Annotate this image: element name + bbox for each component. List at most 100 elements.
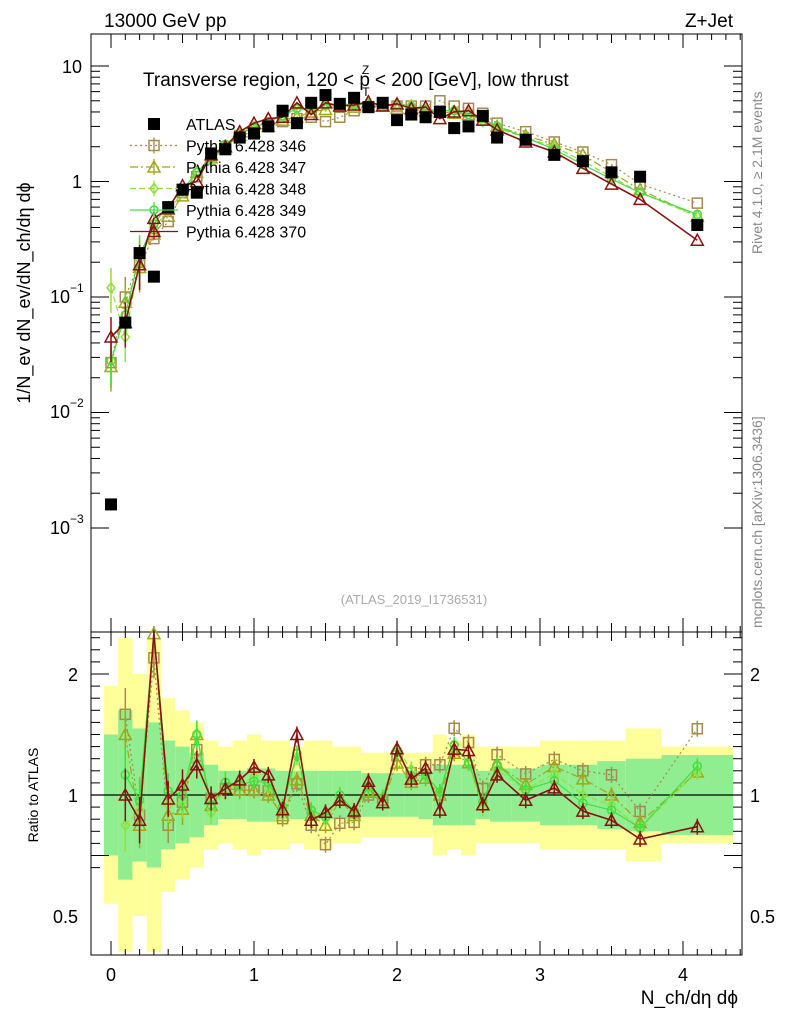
- data-point: [448, 122, 461, 135]
- plot-title: Transverse region, 120 < pZ T < 200 [GeV]…: [143, 63, 569, 99]
- data-point: [376, 96, 389, 109]
- data-point: [290, 117, 303, 130]
- series-atlas: [105, 89, 704, 511]
- legend-marker: [146, 223, 162, 238]
- ratio-point: [249, 776, 259, 786]
- ratio-point: [120, 819, 131, 832]
- ratio-tick-label-05-left: 0.5: [53, 907, 78, 927]
- data-point: [318, 101, 333, 116]
- data-point: [275, 112, 290, 126]
- data-point: [103, 329, 119, 343]
- y-tick-label-1: 1: [72, 172, 82, 192]
- ratio-point: [404, 774, 419, 789]
- ratio-point: [692, 765, 703, 779]
- ratio-point: [246, 759, 262, 773]
- ratio-point: [477, 801, 488, 815]
- data-point: [276, 104, 289, 117]
- plot-title-sub: T: [362, 85, 370, 99]
- data-point: [105, 498, 117, 511]
- ratio-point: [332, 792, 348, 806]
- legend-label: Pythia 6.428 347: [186, 160, 306, 177]
- data-point: [405, 108, 418, 121]
- series-line: [110, 105, 698, 367]
- data-point: [432, 111, 448, 125]
- data-point: [519, 133, 532, 146]
- data-point: [303, 106, 319, 121]
- data-point: [348, 91, 361, 104]
- legend-marker: [148, 139, 160, 152]
- data-point: [275, 109, 290, 123]
- data-point: [319, 89, 332, 102]
- data-point: [190, 186, 203, 199]
- legend: ATLAS Pythia 6.428 346 Pythia 6.428 347 Pyt…: [130, 117, 306, 242]
- ratio-point: [118, 787, 133, 801]
- legend-label: ATLAS: [186, 117, 236, 134]
- ratio-tick-label-1-left: 1: [68, 786, 78, 806]
- y-tick-base-1e-1: 10: [50, 287, 70, 307]
- data-point: [262, 120, 275, 133]
- data-point: [147, 270, 160, 283]
- legend-marker: [146, 159, 162, 173]
- legend-label: Pythia 6.428 349: [186, 203, 306, 220]
- ratio-point: [118, 726, 133, 741]
- side-label-rivet: Rivet 4.1.0, ≥ 2.1M events: [749, 91, 765, 254]
- plot-title-suffix: < 200 [GeV], low thrust: [370, 70, 570, 91]
- ratio-point: [690, 819, 705, 833]
- data-point: [461, 103, 476, 117]
- y-axis-label-ratio: Ratio to ATLAS: [25, 748, 41, 843]
- y-tick-label-1e-1: 10: [50, 287, 70, 307]
- y-tick-label-1e-3: 10: [50, 518, 70, 538]
- ratio-point: [303, 812, 319, 826]
- ratio-point: [289, 772, 305, 786]
- ratio-line: [124, 657, 698, 846]
- data-point: [205, 147, 218, 160]
- data-point: [634, 170, 647, 183]
- y-tick-exp-1e-3: −3: [70, 512, 84, 526]
- data-point: [462, 120, 475, 133]
- data-point: [189, 173, 205, 188]
- ratio-point: [319, 838, 332, 851]
- y-tick-exp-1e-2: −2: [70, 396, 84, 410]
- data-point: [576, 155, 589, 168]
- ratio-point: [518, 792, 533, 807]
- legend-label: Pythia 6.428 348: [186, 182, 306, 199]
- ratio-point: [375, 794, 390, 809]
- x-tick-label-1: 1: [249, 965, 259, 985]
- data-point: [248, 127, 260, 140]
- legend-label: Pythia 6.428 346: [186, 139, 306, 156]
- data-point: [433, 105, 446, 118]
- ratio-plot-frame: [90, 631, 743, 956]
- y-tick-base-10: 10: [62, 57, 82, 77]
- ratio-point: [318, 817, 333, 831]
- data-point: [176, 183, 189, 196]
- data-point: [219, 143, 232, 156]
- ratio-point: [192, 729, 202, 740]
- ratio-point: [432, 802, 448, 816]
- ratio-point: [334, 817, 346, 830]
- legend-entry-3: Pythia 6.428 348: [130, 180, 306, 199]
- data-point: [132, 257, 147, 271]
- y-tick-base-1e-2: 10: [50, 402, 70, 422]
- ratio-point: [418, 760, 433, 774]
- ratio-point: [361, 773, 376, 787]
- x-tick-label-2: 2: [392, 965, 402, 985]
- ratio-point: [632, 831, 648, 845]
- x-tick-label-3: 3: [535, 965, 545, 985]
- legend-entry-1: Pythia 6.428 346: [130, 137, 306, 156]
- data-point: [362, 101, 375, 114]
- legend-entry-2: Pythia 6.428 347: [130, 159, 306, 177]
- data-point: [691, 219, 704, 232]
- ratio-point: [203, 790, 219, 805]
- data-point: [133, 247, 146, 260]
- ratio-point: [232, 772, 247, 786]
- ratio-point: [346, 803, 362, 817]
- data-point: [548, 148, 561, 161]
- ratio-point: [547, 780, 562, 794]
- y-tick-base-1: 1: [72, 172, 82, 192]
- data-point: [119, 316, 132, 329]
- ratio-point: [575, 803, 591, 817]
- ratio-point: [489, 767, 505, 781]
- y-tick-label-1e-2: 10: [50, 402, 70, 422]
- ratio-tick-label-1-right: 1: [750, 786, 760, 806]
